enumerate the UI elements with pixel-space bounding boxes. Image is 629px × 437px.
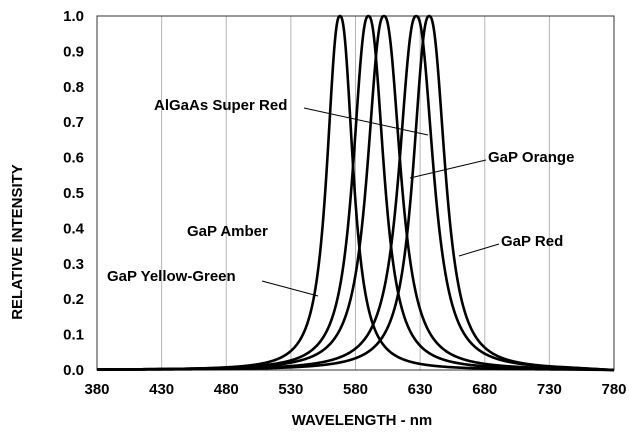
ticks: 380 430 480 530 580 630 680 730 780 0.0 0.1 0.2 0.3 0… <box>63 8 626 398</box>
x-tick-label: 780 <box>601 381 626 398</box>
annotation-leader <box>303 107 429 136</box>
y-tick-label: 0.5 <box>63 185 84 202</box>
x-tick-label: 680 <box>472 381 497 398</box>
x-tick-label: 530 <box>278 381 303 398</box>
y-tick-label: 0.1 <box>63 327 84 344</box>
annotation-label: GaP Yellow-Green <box>107 268 236 285</box>
y-tick-label: 1.0 <box>63 8 84 25</box>
annotation-label: GaP Red <box>501 233 563 250</box>
y-tick-label: 0.4 <box>63 220 85 237</box>
x-axis-title: WAVELENGTH - nm <box>292 412 433 429</box>
plot-frame <box>96 15 615 371</box>
x-tick-label: 630 <box>408 381 433 398</box>
x-tick-label: 730 <box>537 381 562 398</box>
y-tick-label: 0.2 <box>63 291 84 308</box>
x-tick-label: 480 <box>214 381 239 398</box>
annotation-label: GaP Orange <box>488 149 574 166</box>
y-tick-label: 0.6 <box>63 150 84 167</box>
y-tick-label: 0.9 <box>63 43 84 60</box>
y-axis-title: RELATIVE INTENSITY <box>9 164 26 320</box>
y-tick-label: 0.8 <box>63 79 84 96</box>
y-tick-label: 0.3 <box>63 256 84 273</box>
axes <box>96 15 615 371</box>
x-tick-label: 430 <box>149 381 174 398</box>
x-tick-label: 580 <box>343 381 368 398</box>
annotation-label: GaP Amber <box>187 223 268 240</box>
annotation-leader <box>458 243 500 257</box>
annotation-label: AlGaAs Super Red <box>154 97 287 114</box>
annotation-leader <box>409 159 487 179</box>
annotation-leader <box>261 280 319 297</box>
y-tick-label: 0.0 <box>63 362 84 379</box>
annotations: AlGaAs Super Red GaP Orange GaP Amber GaP R… <box>107 97 574 297</box>
x-tick-label: 380 <box>84 381 109 398</box>
y-tick-label: 0.7 <box>63 114 84 131</box>
curves <box>96 14 615 372</box>
series-line <box>96 14 615 372</box>
